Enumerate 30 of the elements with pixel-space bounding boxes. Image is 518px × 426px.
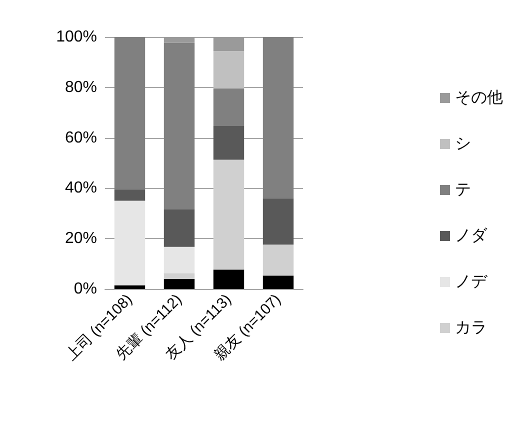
legend-label: ノデ	[455, 274, 488, 290]
legend-label: カラ	[455, 320, 487, 336]
y-tick-label: 0%	[74, 280, 97, 298]
y-tick-label: 100%	[56, 28, 97, 46]
bar	[164, 278, 195, 289]
bar	[114, 37, 146, 190]
bar	[114, 189, 146, 201]
y-tick-label: 40%	[64, 180, 97, 197]
bar	[262, 244, 294, 276]
y-tick-label: 80%	[64, 78, 97, 96]
bar	[164, 42, 195, 210]
legend-label: シ	[455, 136, 471, 152]
bar	[262, 37, 294, 198]
bar	[114, 285, 146, 289]
bar	[213, 270, 244, 289]
bar	[213, 51, 244, 88]
bar	[213, 88, 244, 126]
y-tick-label: 20%	[64, 230, 97, 248]
legend-label: テ	[455, 182, 471, 198]
y-tick-label: 60%	[64, 129, 97, 146]
bar	[114, 200, 146, 286]
bar	[262, 276, 294, 289]
legend-label: ノダ	[455, 228, 488, 244]
bar	[213, 160, 244, 270]
bar	[262, 198, 294, 245]
bar	[164, 273, 195, 279]
bar	[213, 126, 244, 160]
legend-label: その他	[455, 90, 503, 106]
bar	[164, 209, 195, 247]
bar	[164, 246, 195, 274]
